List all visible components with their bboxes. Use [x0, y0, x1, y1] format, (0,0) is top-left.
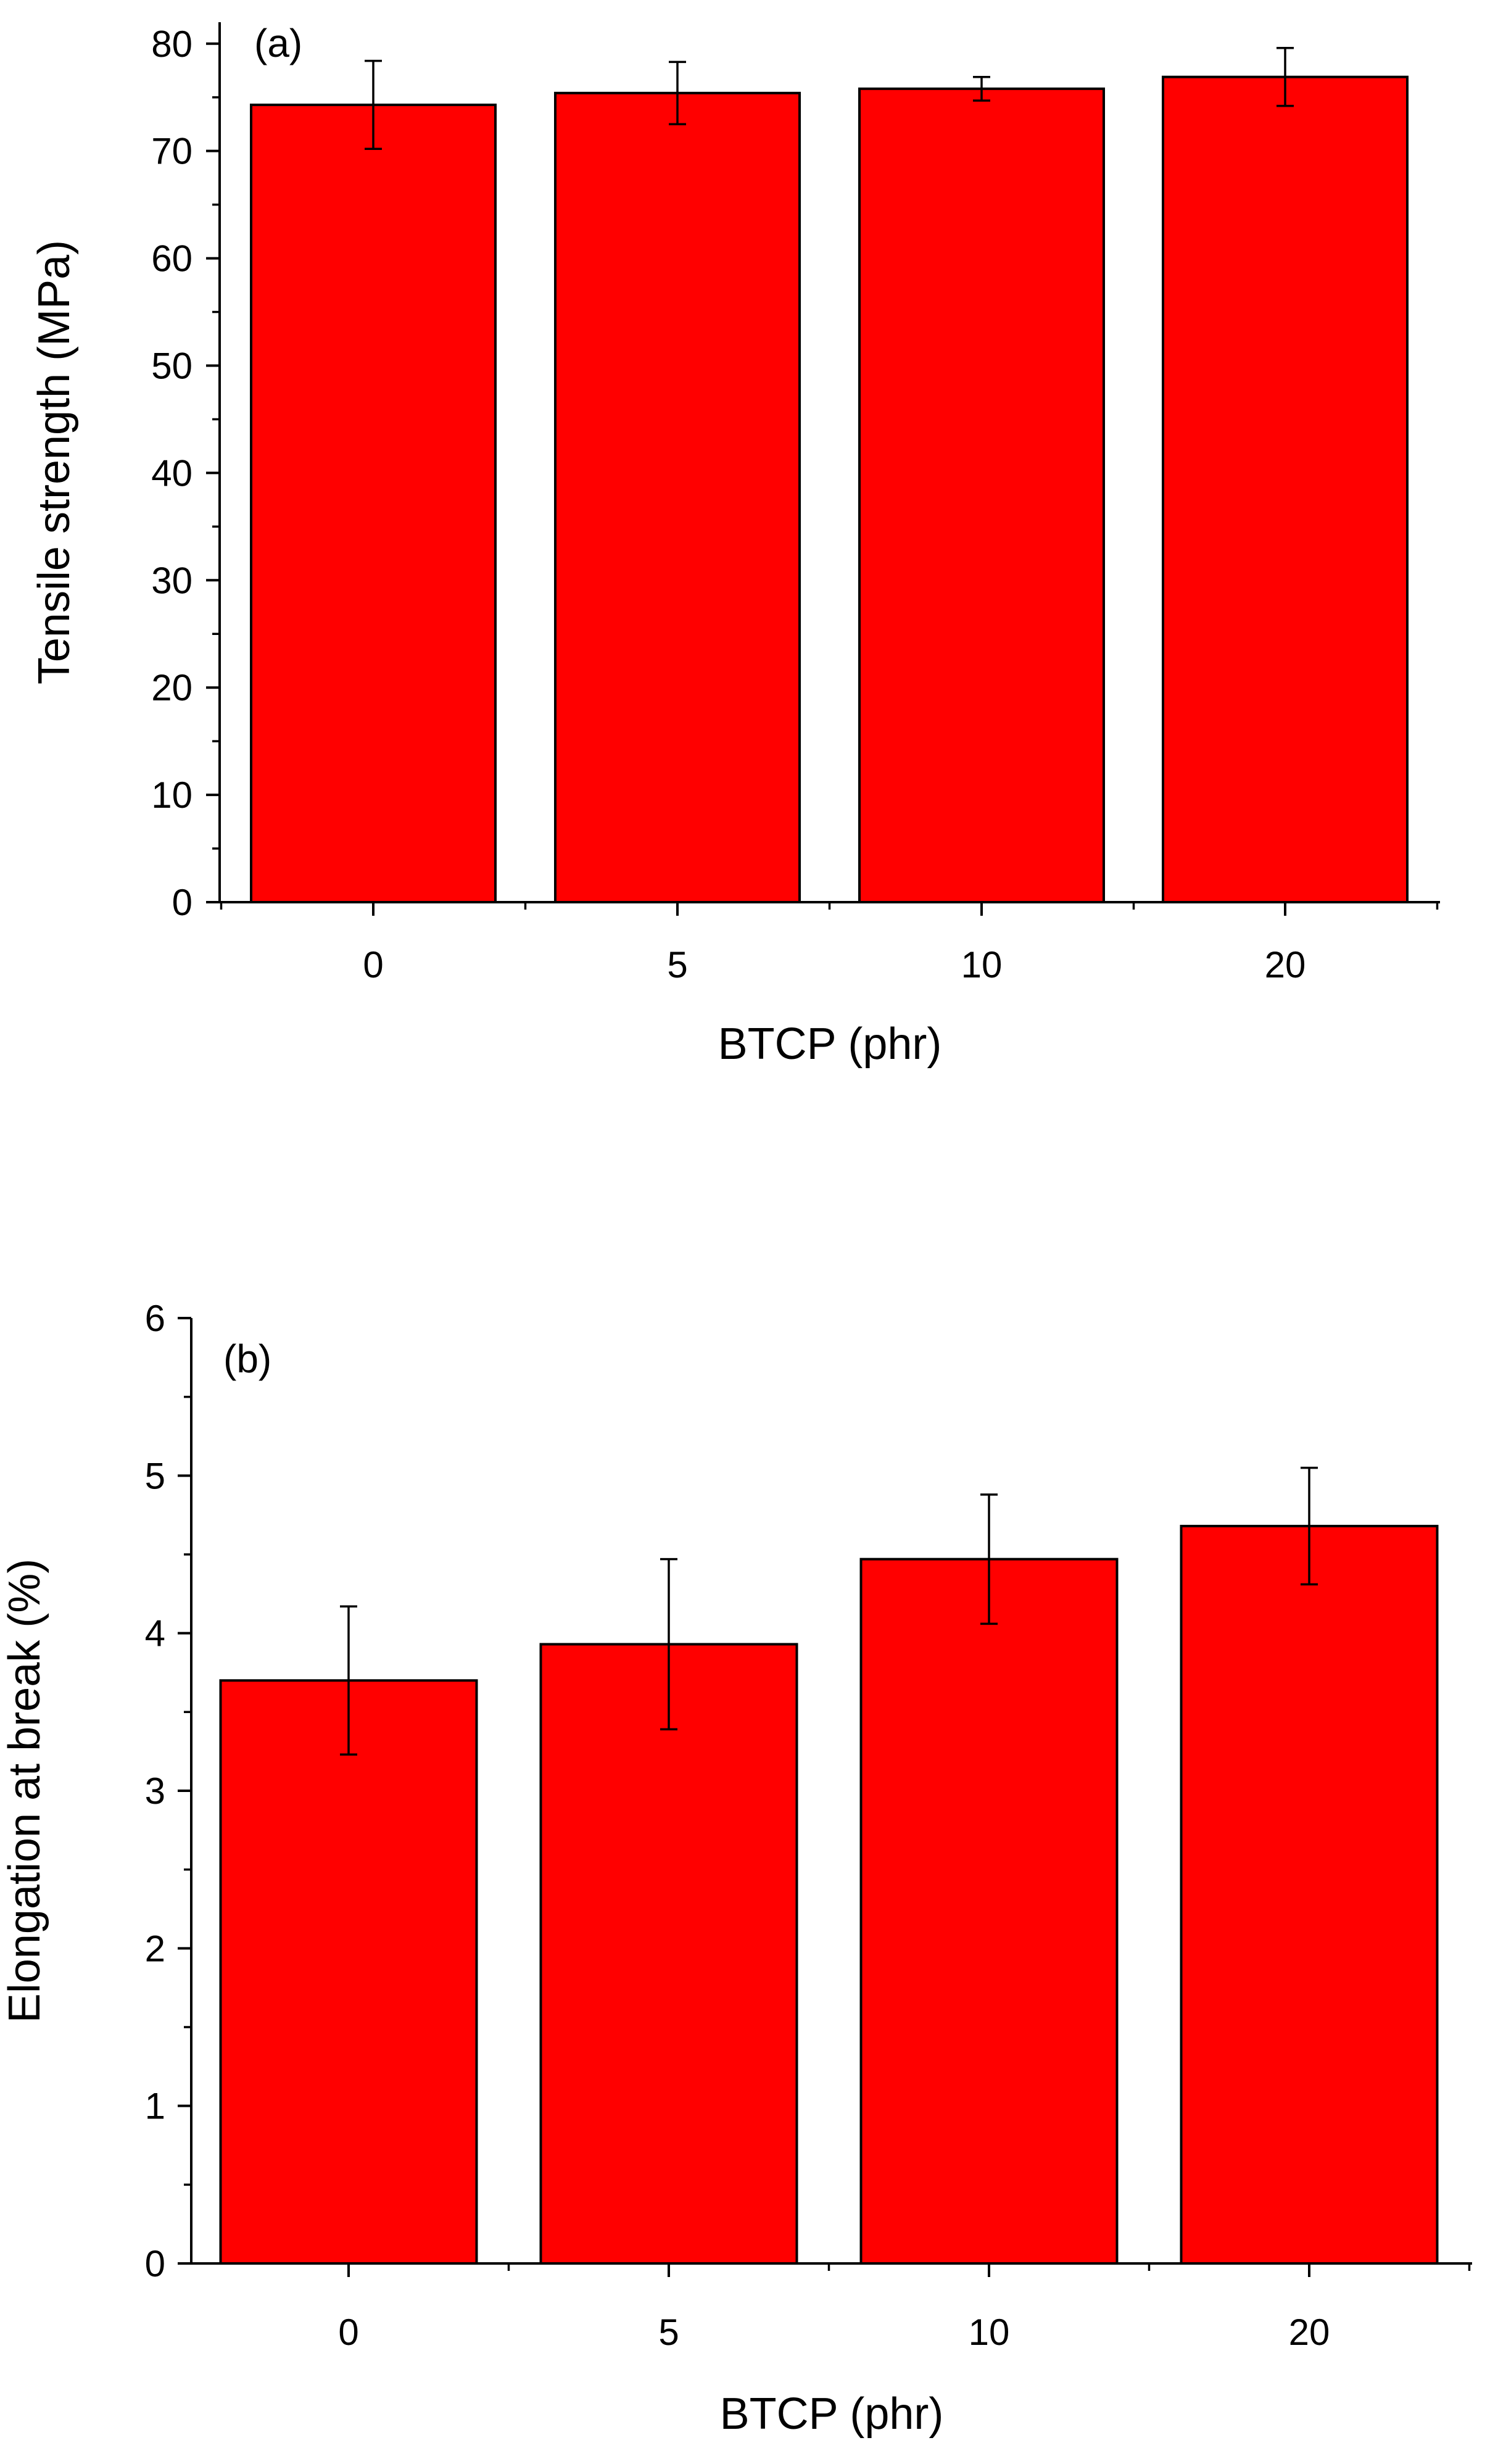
error-bar-0 [340, 1605, 357, 1756]
y-tick-label: 0 [145, 2243, 165, 2284]
y-axis-title: Tensile strength (MPa) [30, 240, 79, 684]
panel-label: (a) [254, 21, 302, 65]
error-bar-5 [660, 1558, 677, 1731]
y-tick-label: 6 [145, 1298, 165, 1339]
y-tick-label: 10 [151, 774, 192, 816]
panel-a: 0 10 20 30 40 50 60 70 80 0 5 10 20 BTCP (phr) Tensile… [30, 21, 1440, 1069]
bar-20 [1180, 1525, 1439, 2265]
y-tick-label: 50 [151, 345, 192, 386]
panel-label: (b) [223, 1337, 271, 1381]
y-tick-label: 3 [145, 1770, 165, 1812]
y-tick-label: 0 [172, 882, 192, 923]
bar-5 [539, 1643, 798, 2265]
x-tick-label: 10 [969, 2312, 1010, 2353]
bar-20 [1162, 75, 1409, 904]
error-bar-10 [973, 75, 990, 102]
bar-10 [859, 1558, 1119, 2265]
y-tick-label: 40 [151, 452, 192, 494]
y-tick-label: 60 [151, 238, 192, 280]
error-bar-0 [365, 59, 382, 150]
bar-5 [554, 91, 801, 903]
panel-b: 0 1 2 3 4 5 6 0 5 10 20 BTCP (phr) Elongation at bre… [0, 1298, 1472, 2439]
y-tick-label: 1 [145, 2086, 165, 2127]
y-tick-label: 4 [145, 1613, 165, 1654]
y-tick-label: 70 [151, 131, 192, 172]
bar-0 [219, 1679, 478, 2265]
x-axis-title: BTCP (phr) [718, 1019, 942, 1069]
x-tick-label: 5 [667, 944, 687, 985]
bar-0 [250, 103, 497, 903]
x-tick-label: 20 [1265, 944, 1306, 985]
y-tick-label: 5 [145, 1455, 165, 1496]
x-tick-label: 10 [961, 944, 1003, 985]
x-axis-title: BTCP (phr) [720, 2389, 944, 2439]
bar-10 [858, 87, 1105, 904]
y-tick-label: 2 [145, 1928, 165, 1969]
error-bar-5 [669, 60, 686, 125]
x-tick-label: 20 [1289, 2312, 1330, 2353]
y-axis-title: Elongation at break (%) [0, 1559, 49, 2023]
error-bar-20 [1277, 46, 1294, 107]
x-tick-label: 5 [658, 2312, 679, 2353]
y-tick-label: 80 [151, 23, 192, 65]
y-tick-label: 20 [151, 667, 192, 708]
error-bar-10 [980, 1493, 998, 1625]
error-bar-20 [1301, 1466, 1318, 1586]
x-tick-label: 0 [338, 2312, 358, 2353]
x-tick-label: 0 [363, 944, 383, 985]
y-tick-label: 30 [151, 560, 192, 601]
